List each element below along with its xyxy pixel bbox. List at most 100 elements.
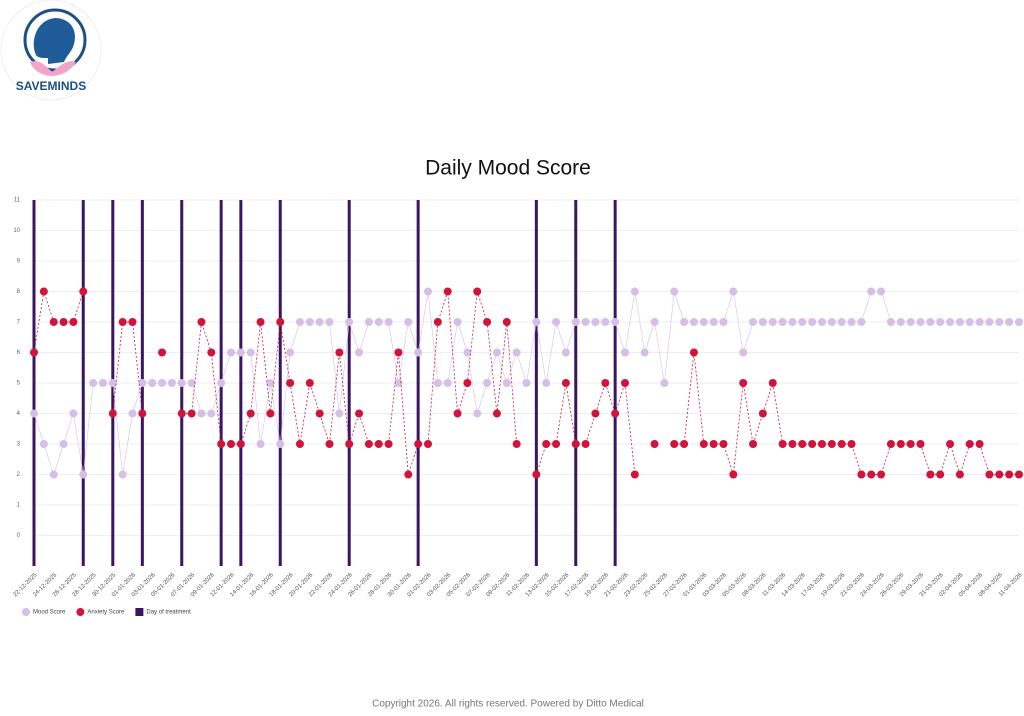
data-point xyxy=(946,318,955,326)
data-point xyxy=(886,440,895,448)
data-point xyxy=(680,318,689,326)
data-point xyxy=(867,470,876,479)
logo: SAVEMINDS xyxy=(0,0,102,101)
data-point xyxy=(758,318,767,326)
data-point xyxy=(808,440,817,448)
data-point xyxy=(207,348,216,357)
data-point xyxy=(148,379,157,387)
data-point xyxy=(660,379,669,387)
data-point xyxy=(384,318,393,326)
data-point xyxy=(985,318,994,326)
data-point xyxy=(483,379,492,387)
data-point xyxy=(591,409,600,418)
data-point xyxy=(621,348,629,357)
data-point xyxy=(453,409,462,418)
data-point xyxy=(364,440,373,448)
data-point xyxy=(49,470,58,479)
data-point xyxy=(1005,318,1014,326)
data-point xyxy=(236,440,245,448)
data-point xyxy=(30,348,38,357)
y-tick-label: 0 xyxy=(17,533,21,539)
data-point xyxy=(443,287,452,296)
data-point xyxy=(286,379,295,387)
data-point xyxy=(522,379,531,387)
data-point xyxy=(325,440,334,448)
data-point xyxy=(305,318,314,326)
data-point xyxy=(266,409,275,418)
data-point xyxy=(433,318,442,326)
data-point xyxy=(768,318,777,326)
data-point xyxy=(453,318,462,326)
data-point xyxy=(217,440,226,448)
data-point xyxy=(946,440,955,448)
data-point xyxy=(207,409,216,418)
data-point xyxy=(926,318,935,326)
data-point xyxy=(808,318,817,326)
legend-label: Anxiety Score xyxy=(87,610,125,616)
data-point xyxy=(30,409,38,418)
data-point xyxy=(108,409,117,418)
data-point xyxy=(394,348,403,357)
data-point xyxy=(128,409,137,418)
data-point xyxy=(443,379,452,387)
data-point xyxy=(630,470,639,479)
data-point xyxy=(571,318,580,326)
data-point xyxy=(906,440,915,448)
data-point xyxy=(177,409,186,418)
data-point xyxy=(246,409,255,418)
data-point xyxy=(394,379,403,387)
data-point xyxy=(699,440,708,448)
legend-label: Mood Score xyxy=(33,610,66,616)
data-point xyxy=(788,440,797,448)
data-point xyxy=(384,440,393,448)
data-point xyxy=(936,318,945,326)
data-point xyxy=(729,287,738,296)
chart-title: Daily Mood Score xyxy=(425,157,591,180)
data-point xyxy=(345,440,354,448)
data-point xyxy=(108,379,117,387)
data-point xyxy=(857,470,866,479)
data-point xyxy=(886,318,895,326)
y-tick-label: 10 xyxy=(13,228,20,234)
data-point xyxy=(877,470,886,479)
series-line xyxy=(33,291,1019,476)
data-point xyxy=(680,440,689,448)
data-point xyxy=(315,409,324,418)
y-tick-label: 2 xyxy=(17,472,21,478)
data-point xyxy=(985,470,994,479)
y-tick-label: 8 xyxy=(17,289,21,295)
data-point xyxy=(906,318,915,326)
data-point xyxy=(955,470,964,479)
data-point xyxy=(404,318,413,326)
data-point xyxy=(857,318,866,326)
data-point xyxy=(305,379,314,387)
data-point xyxy=(995,318,1004,326)
data-point xyxy=(463,348,472,357)
data-point xyxy=(955,318,964,326)
data-point xyxy=(138,409,147,418)
data-point xyxy=(591,318,600,326)
data-point xyxy=(739,379,748,387)
data-point xyxy=(867,287,876,296)
data-point xyxy=(561,348,570,357)
y-tick-label: 5 xyxy=(17,381,21,387)
data-point xyxy=(936,470,945,479)
data-point xyxy=(424,287,432,296)
data-point xyxy=(197,409,206,418)
data-point xyxy=(266,379,275,387)
data-point xyxy=(689,318,698,326)
data-point xyxy=(217,379,226,387)
data-point xyxy=(847,440,856,448)
data-point xyxy=(916,318,925,326)
data-point xyxy=(355,348,364,357)
data-point xyxy=(39,440,48,448)
logo-head xyxy=(33,18,76,64)
data-point xyxy=(611,318,620,326)
data-point xyxy=(167,379,176,387)
data-point xyxy=(345,318,354,326)
data-point xyxy=(670,287,679,296)
data-point xyxy=(739,348,748,357)
data-point xyxy=(995,470,1004,479)
data-point xyxy=(827,318,836,326)
